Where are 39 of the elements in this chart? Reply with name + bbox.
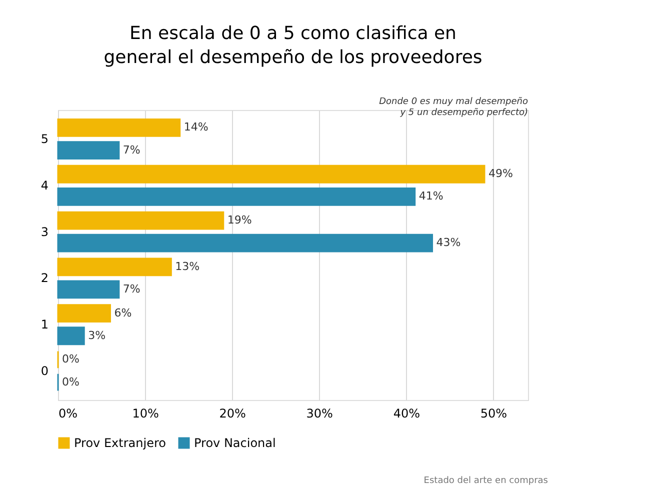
bar [57,211,224,230]
data-label: 41% [418,190,444,203]
data-label: 43% [436,236,461,250]
y-tick-label: 0 [40,364,48,378]
bar [57,187,416,206]
x-tick-label: 40% [393,406,420,420]
legend-label: Prov Extranjero [74,436,166,450]
bar [57,234,434,252]
data-label: 3% [88,328,106,342]
bar [57,164,486,184]
x-tick-label: 10% [132,406,159,420]
annotation: Donde 0 es muy mal desempeño y 5 un desempeño perfecto) [379,97,528,118]
bar [57,258,172,276]
x-tick-label: 50% [480,406,508,420]
x-tick-label: 30% [306,406,333,420]
data-label: 49% [488,167,513,180]
data-label: 13% [175,260,200,273]
data-label: 0% [62,375,80,388]
bar [57,280,120,299]
y-tick-label: 3 [40,224,48,239]
y-tick-label: 2 [40,271,48,286]
x-tick-label: 0% [58,406,78,420]
legend-label: Prov Nacional [194,436,276,450]
data-label: 14% [184,120,208,134]
data-label: 19% [227,214,252,227]
text: Estado del arte en compras [424,476,548,486]
x-tick-label: 20% [219,406,246,420]
y-tick-label: 5 [40,132,48,146]
bar [57,118,181,137]
data-label: 0% [62,352,80,366]
bar [57,304,111,323]
data-label: 7% [122,143,140,156]
y-tick-label: 1 [40,318,48,332]
bar [57,326,85,346]
chart-title: En escala de 0 a 5 como clasifica en general el desempeño de los proveedores [104,23,482,68]
data-label: 7% [122,282,140,296]
data-label: 6% [114,306,132,320]
y-tick-label: 4 [40,178,48,192]
bar [57,141,120,160]
